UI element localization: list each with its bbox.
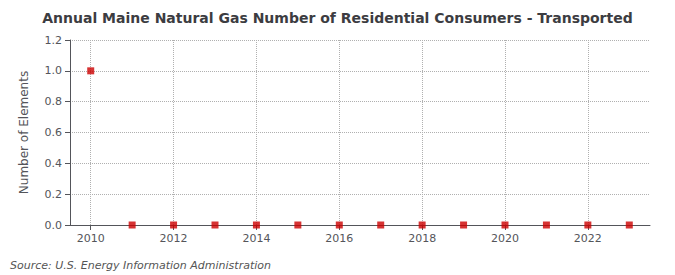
svg-text:0.2: 0.2 bbox=[45, 188, 63, 201]
svg-text:2022: 2022 bbox=[574, 232, 602, 245]
svg-text:0.4: 0.4 bbox=[45, 157, 63, 170]
svg-text:0.8: 0.8 bbox=[45, 95, 63, 108]
svg-text:Annual Maine Natural Gas Numbe: Annual Maine Natural Gas Number of Resid… bbox=[42, 10, 632, 26]
svg-text:2020: 2020 bbox=[491, 232, 519, 245]
svg-text:1.2: 1.2 bbox=[45, 34, 63, 47]
svg-text:1.0: 1.0 bbox=[45, 64, 63, 77]
svg-text:2016: 2016 bbox=[325, 232, 353, 245]
svg-text:2012: 2012 bbox=[160, 232, 188, 245]
svg-text:2010: 2010 bbox=[77, 232, 105, 245]
svg-text:2014: 2014 bbox=[242, 232, 270, 245]
svg-text:0.0: 0.0 bbox=[45, 219, 63, 232]
svg-text:0.6: 0.6 bbox=[45, 126, 63, 139]
svg-text:Source: U.S. Energy Informatio: Source: U.S. Energy Information Administ… bbox=[10, 259, 271, 272]
svg-text:Number of Elements: Number of Elements bbox=[17, 71, 31, 194]
svg-text:2018: 2018 bbox=[408, 232, 436, 245]
